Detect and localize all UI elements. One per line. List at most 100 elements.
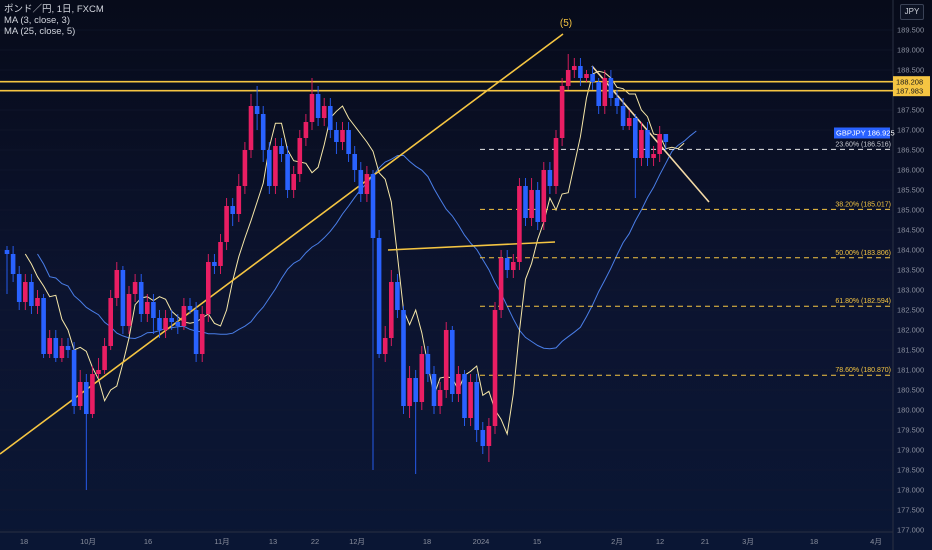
y-tick-label: 185.000 bbox=[897, 206, 924, 215]
candle-body bbox=[285, 154, 290, 190]
candle-body bbox=[633, 118, 638, 158]
candle-body bbox=[419, 354, 425, 402]
x-tick-label: 18 bbox=[20, 537, 28, 546]
symbol-title[interactable]: ポンド／円, 1日, FXCM bbox=[4, 4, 104, 15]
candle-body bbox=[114, 270, 120, 298]
y-tick-label: 184.000 bbox=[897, 246, 924, 255]
y-tick-label: 178.500 bbox=[897, 466, 924, 475]
candle-body bbox=[572, 66, 577, 70]
y-tick-label: 184.500 bbox=[897, 226, 924, 235]
y-tick-label: 189.500 bbox=[897, 26, 924, 35]
candle-body bbox=[138, 282, 144, 314]
candle-body bbox=[462, 374, 467, 418]
y-tick-label: 181.500 bbox=[897, 346, 924, 355]
candle-body bbox=[370, 174, 376, 238]
candle-body bbox=[4, 250, 10, 254]
candle-body bbox=[559, 86, 565, 138]
candle-body bbox=[382, 338, 388, 354]
candle-body bbox=[71, 350, 77, 406]
candle-body bbox=[358, 170, 364, 194]
x-tick-label: 15 bbox=[533, 537, 541, 546]
candle-body bbox=[90, 374, 95, 414]
candle-body bbox=[16, 274, 22, 302]
candle-body bbox=[84, 382, 89, 414]
candle-body bbox=[132, 282, 138, 294]
candle-body bbox=[120, 270, 126, 326]
candle-body bbox=[450, 330, 455, 394]
candle-body bbox=[657, 134, 662, 154]
x-tick-label: 4月 bbox=[870, 537, 882, 546]
candle-body bbox=[389, 282, 394, 338]
y-tick-label: 182.000 bbox=[897, 326, 924, 335]
ma-slow-legend[interactable]: MA (25, close, 5) bbox=[4, 26, 76, 37]
fib-level-label: 38.20% (185.017) bbox=[835, 201, 891, 208]
candle-body bbox=[608, 78, 614, 98]
y-tick-label: 186.000 bbox=[897, 166, 924, 175]
candle-body bbox=[309, 94, 315, 122]
price-label-text: 188.208 bbox=[896, 77, 923, 86]
candle-body bbox=[218, 242, 223, 266]
x-tick-label: 13 bbox=[269, 537, 277, 546]
candle-body bbox=[157, 318, 162, 330]
candle-body bbox=[663, 134, 669, 142]
candle-body bbox=[254, 106, 260, 114]
price-label-text: 187.983 bbox=[896, 86, 923, 95]
y-tick-label: 179.000 bbox=[897, 446, 924, 455]
candle-body bbox=[41, 298, 46, 354]
candle-body bbox=[53, 338, 59, 358]
candle-body bbox=[511, 262, 516, 270]
candle-body bbox=[492, 310, 498, 426]
y-tick-label: 177.500 bbox=[897, 506, 924, 515]
y-tick-label: 180.500 bbox=[897, 386, 924, 395]
gridlines bbox=[0, 29, 893, 531]
candle-body bbox=[163, 318, 168, 330]
ma-fast-line bbox=[24, 70, 685, 436]
candle-body bbox=[584, 74, 589, 78]
candle-body bbox=[193, 310, 199, 354]
candle-body bbox=[35, 298, 40, 306]
fib-level-label: 78.60% (180.870) bbox=[835, 367, 891, 374]
price-label-bg bbox=[893, 76, 930, 88]
candle-body bbox=[602, 78, 608, 106]
candle-body bbox=[175, 322, 181, 326]
candle-body bbox=[474, 382, 479, 430]
wave-label: (5) bbox=[560, 18, 572, 29]
chart-legend: ポンド／円, 1日, FXCM MA (3, close, 3) MA (25,… bbox=[4, 4, 104, 37]
candle-body bbox=[224, 206, 229, 242]
candle-body bbox=[59, 346, 65, 358]
ma-fast-legend[interactable]: MA (3, close, 3) bbox=[4, 15, 70, 26]
candle-body bbox=[151, 302, 156, 318]
candle-body bbox=[303, 122, 309, 138]
candle-body bbox=[10, 254, 16, 274]
candle-body bbox=[29, 282, 34, 306]
y-tick-label: 181.000 bbox=[897, 366, 924, 375]
y-tick-label: 187.000 bbox=[897, 126, 924, 135]
currency-button[interactable]: JPY bbox=[900, 4, 924, 20]
candle-body bbox=[328, 106, 333, 130]
candle-body bbox=[321, 106, 327, 118]
candle-body bbox=[352, 154, 357, 170]
candle-body bbox=[145, 302, 150, 314]
x-tick-label: 12月 bbox=[349, 537, 365, 546]
y-tick-label: 185.500 bbox=[897, 186, 924, 195]
x-tick-label: 2024 bbox=[473, 537, 490, 546]
x-tick-label: 16 bbox=[144, 537, 152, 546]
y-tick-label: 177.000 bbox=[897, 526, 924, 535]
candle-body bbox=[181, 306, 187, 326]
candle-body bbox=[443, 330, 449, 390]
y-tick-label: 183.500 bbox=[897, 266, 924, 275]
candle-body bbox=[498, 258, 504, 310]
candle-body bbox=[480, 430, 486, 446]
candle-body bbox=[315, 94, 321, 118]
candle-body bbox=[248, 106, 254, 150]
candle-body bbox=[468, 382, 473, 418]
candle-body bbox=[108, 298, 113, 346]
candle-body bbox=[65, 346, 71, 350]
candle-body bbox=[565, 70, 571, 86]
price-label-bg bbox=[834, 127, 890, 139]
y-tick-label: 186.500 bbox=[897, 146, 924, 155]
candle-body bbox=[541, 170, 547, 222]
candle-body bbox=[626, 118, 632, 126]
